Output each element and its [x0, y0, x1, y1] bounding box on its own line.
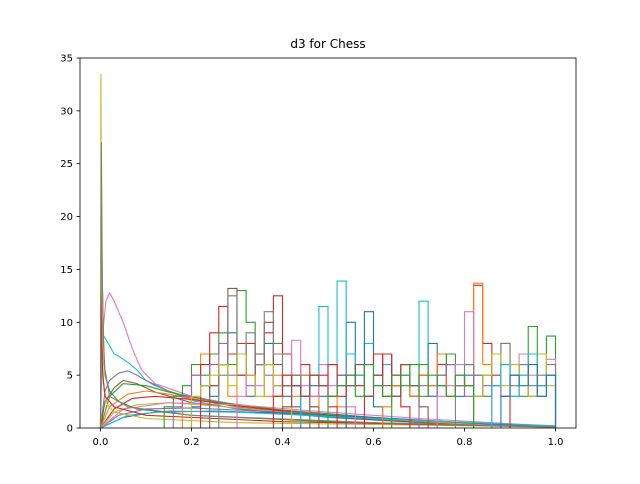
series-16-line [99, 142, 556, 428]
series-34-line [473, 353, 557, 428]
series-33-line [454, 342, 557, 428]
series-36-line [500, 364, 557, 428]
series-25-line [190, 353, 293, 428]
series-layer [99, 73, 557, 428]
x-tick-label: 1.0 [548, 437, 564, 448]
series-31-line [418, 353, 557, 428]
x-tick-label: 0.2 [184, 437, 200, 448]
series-24-line [218, 295, 311, 428]
y-tick-label: 20 [60, 212, 73, 223]
y-tick-label: 5 [67, 371, 73, 382]
x-tick-label: 0.0 [93, 437, 109, 448]
y-tick-label: 30 [60, 106, 73, 117]
x-tick-label: 0.4 [275, 437, 291, 448]
x-tick-label: 0.8 [457, 437, 473, 448]
y-tick-label: 0 [67, 424, 73, 435]
chart-title: d3 for Chess [290, 37, 365, 51]
y-tick-label: 15 [60, 265, 73, 276]
x-tick-label: 0.6 [366, 437, 382, 448]
y-tick-label: 25 [60, 159, 73, 170]
axes-frame [79, 57, 577, 429]
axes-layer: 0.0 0.2 0.4 0.6 0.8 1.0 0 5 10 15 20 25 30 35 [60, 54, 577, 448]
y-tick-label: 35 [60, 54, 73, 65]
series-39-line [327, 364, 475, 428]
y-tick-label: 10 [60, 318, 73, 329]
